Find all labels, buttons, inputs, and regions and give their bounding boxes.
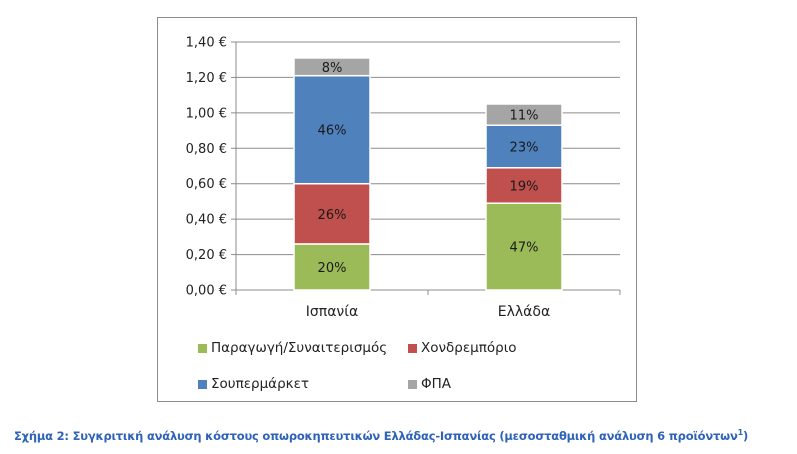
caption-text: Σχήμα 2: Συγκριτική ανάλυση κόστους οπωρ…	[14, 428, 738, 443]
caption-footnote-marker: 1	[737, 428, 744, 437]
legend: Παραγωγή/Συναιτερισμός Χονδρεμπόριο Σουπερ…	[198, 340, 618, 400]
x-category-label: Ισπανία	[306, 304, 358, 320]
data-label: 23%	[510, 141, 539, 156]
y-tick-label: 0,20 €	[186, 248, 227, 263]
data-label: 20%	[318, 261, 347, 276]
bar-segment	[293, 74, 371, 185]
bar-segment	[293, 182, 371, 245]
stacked-bar-chart: 0,00 € 0,20 € 0,40 € 0,60 € 0,80 € 1,00 € 1,20…	[186, 36, 621, 320]
data-label: 46%	[318, 124, 347, 139]
x-category-label: Ελλάδα	[498, 304, 550, 320]
legend-swatch	[198, 379, 207, 389]
data-label: 19%	[510, 179, 539, 194]
y-tick-label: 1,40 €	[186, 36, 227, 51]
legend-item: ΦΠΑ	[408, 376, 451, 392]
y-tick-label: 0,60 €	[186, 177, 227, 192]
data-label: 47%	[510, 241, 539, 256]
y-tick-label: 1,00 €	[186, 106, 227, 121]
caption-close: )	[742, 428, 749, 443]
bar-segment	[485, 167, 563, 204]
y-tick-label: 0,00 €	[186, 284, 227, 299]
legend-label: Παραγωγή/Συναιτερισμός	[211, 340, 388, 356]
legend-item: Σουπερμάρκετ	[198, 376, 309, 392]
bar-segment	[293, 57, 371, 77]
bar-segment	[485, 202, 563, 291]
data-label: 11%	[510, 109, 539, 124]
legend-swatch	[198, 343, 207, 353]
legend-label: Χονδρεμπόριο	[421, 340, 517, 356]
legend-label: Σουπερμάρκετ	[211, 376, 310, 392]
bar-segment	[485, 124, 563, 169]
legend-label: ΦΠΑ	[421, 376, 452, 392]
figure-caption: Σχήμα 2: Συγκριτική ανάλυση κόστους οπωρ…	[14, 428, 794, 443]
bar-segment	[485, 103, 563, 127]
legend-swatch	[408, 343, 417, 353]
legend-item: Χονδρεμπόριο	[408, 340, 517, 356]
data-label: 8%	[322, 61, 343, 76]
legend-swatch	[408, 379, 417, 389]
bar-segment	[293, 243, 371, 291]
y-tick-label: 0,40 €	[186, 213, 227, 228]
y-tick-label: 0,80 €	[186, 142, 227, 157]
data-label: 26%	[318, 208, 347, 223]
y-tick-label: 1,20 €	[186, 71, 227, 86]
legend-item: Παραγωγή/Συναιτερισμός	[198, 340, 387, 356]
chart-area: 0,00 € 0,20 € 0,40 € 0,60 € 0,80 € 1,00 € 1,20…	[157, 17, 637, 402]
